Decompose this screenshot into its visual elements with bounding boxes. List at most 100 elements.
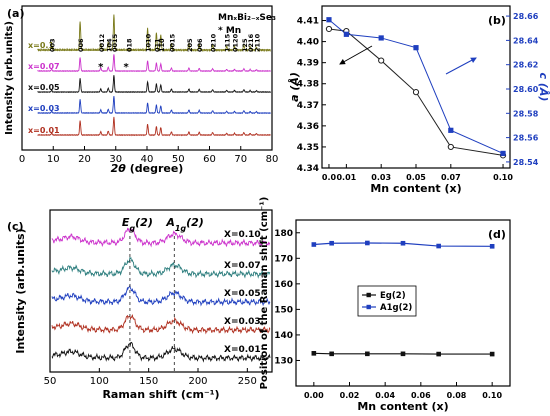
x-tick-label: 20	[78, 154, 91, 165]
x-tick-label: 50	[44, 376, 57, 387]
panel-label: (a)	[7, 7, 24, 20]
x-tick-label: 0.06	[411, 391, 431, 400]
panel-label: (c)	[7, 220, 24, 233]
y-right-tick-label: 28.66	[513, 12, 539, 21]
x-tick-label: 40	[141, 154, 154, 165]
axis-arrow-a	[339, 45, 373, 65]
legend-mn-note: * Mn	[218, 26, 241, 36]
x-tick-label: 0.08	[447, 391, 467, 400]
peak-index-label: 0210	[210, 33, 218, 52]
xrd-series-label: x=0.1	[28, 41, 54, 50]
series-a-point	[325, 25, 333, 33]
legend-entry: A1g(2)	[380, 303, 412, 313]
x-tick-label: 0	[19, 154, 25, 165]
panel-c: 50 100 150 200 250 Raman shift (cm⁻¹) Intensit…	[7, 209, 273, 401]
series-point-Eg(2)	[489, 351, 495, 357]
raman-series-label: X=0.01	[224, 345, 261, 355]
y-right-axis-label: c (Å)	[537, 73, 550, 102]
y-left-tick-label: 4.36	[297, 122, 319, 132]
raman-trace-X=0.10	[51, 226, 271, 248]
mn-marker: *	[123, 62, 129, 73]
panel-a: 0 10 20 30 40 50 60 70 80 (a) 2θ (degree) Intensity…	[4, 5, 278, 175]
y-tick-label: 130	[274, 356, 293, 366]
y-axis-label: Intensity (arb.units)	[14, 228, 27, 353]
series-line-A1g(2)	[313, 242, 493, 247]
y-tick-label: 170	[274, 254, 293, 264]
legend-formula: MnₓBi₂₋ₓSe₃	[218, 13, 276, 23]
panel-d: 130 140 150 160 170 180 0.00 0.02 0.04 0.06 0.08 0.…	[259, 197, 511, 413]
peak-index-label: 1115	[224, 33, 232, 52]
y-left-tick-label: 4.41	[297, 17, 319, 27]
peak-index-label: 1010	[145, 33, 153, 52]
x-tick-label: 70	[234, 154, 247, 165]
peak-index-label: 006	[196, 38, 204, 52]
peak-index-label: 006	[77, 38, 85, 52]
peak-index-label: 2110	[253, 33, 261, 52]
panel-label: (d)	[488, 228, 506, 241]
y-left-tick-label: 4.35	[297, 143, 319, 153]
series-c-point	[413, 45, 419, 51]
x-tick-label: 60	[203, 154, 216, 165]
series-a-point	[378, 57, 385, 64]
y-left-tick-label: 4.39	[297, 59, 319, 69]
legend-swatch-marker	[366, 304, 371, 310]
x-tick-label: 0.10	[482, 391, 502, 400]
peak-index-label: 0015	[168, 33, 176, 52]
y-left-tick-label: 4.34	[297, 164, 319, 174]
peak-index-label: 011	[153, 38, 161, 52]
x-tick-label: 0.01	[336, 173, 356, 182]
raman-trace-X=0.03	[51, 313, 271, 335]
series-point-A1g(2)	[489, 244, 495, 249]
peak-label-a1g: A1g(2)	[165, 216, 204, 233]
series-c-point	[326, 17, 332, 23]
series-c-point	[343, 31, 349, 37]
xrd-trace-x=0.07	[37, 54, 272, 73]
peak-index-label: 0216	[247, 33, 255, 52]
y-right-tick-label: 28.58	[513, 109, 539, 118]
x-tick-label: 30	[109, 154, 122, 165]
raman-series-label: X=0.10	[224, 230, 261, 240]
peak-index-label: 110	[158, 38, 166, 52]
x-tick-label: 0.00	[304, 391, 324, 400]
y-tick-label: 150	[274, 305, 293, 315]
raman-trace-X=0.01	[51, 341, 271, 363]
xrd-trace-x=0.1	[37, 14, 271, 53]
y-right-tick-label: 28.62	[513, 61, 538, 70]
xrd-series-label: x=0.03	[28, 104, 60, 113]
peak-index-label: 0120	[232, 33, 240, 52]
y-right-tick-label: 28.60	[513, 85, 539, 94]
xrd-trace-x=0.05	[37, 75, 272, 94]
raman-trace-X=0.05	[51, 283, 271, 307]
series-point-A1g(2)	[329, 240, 334, 246]
xrd-trace-x=0.03	[37, 95, 271, 115]
peak-label-eg: Eg(2)	[122, 216, 153, 233]
y-tick-label: 140	[274, 331, 293, 341]
y-axis-label: Position of the Raman shift (cm⁻¹)	[259, 197, 270, 390]
x-tick-label: 0.02	[340, 391, 360, 400]
x-tick-label: 0.07	[441, 173, 461, 182]
panel-b: 4.34 4.35 4.36 4.37 4.38 4.39 4.40 4.41 28.54 28.…	[288, 5, 550, 195]
y-tick-label: 160	[274, 280, 293, 290]
series-point-A1g(2)	[365, 240, 370, 246]
xrd-series-label: x=0.07	[28, 62, 60, 71]
x-axis-label: 2θ (degree)	[111, 162, 184, 175]
x-tick-label: 0.10	[493, 173, 513, 182]
x-tick-label: 150	[139, 376, 158, 387]
y-left-axis-label: a (Å)	[288, 72, 301, 102]
series-a-point	[447, 143, 454, 151]
y-tick-label: 180	[274, 229, 293, 239]
axis-arrow-c	[445, 57, 477, 75]
peak-index-label: 125	[241, 38, 249, 52]
raman-series-label: X=0.07	[224, 261, 261, 271]
xrd-series-label: x=0.01	[28, 126, 60, 135]
series-c-point	[448, 127, 454, 133]
x-tick-label: 50	[172, 154, 185, 165]
series-point-A1g(2)	[311, 242, 317, 247]
series-point-Eg(2)	[400, 351, 406, 357]
x-tick-label: 0.03	[371, 173, 391, 182]
panel-c-frame	[49, 209, 273, 373]
y-axis-label: Intensity (arb.units)	[4, 21, 15, 135]
legend-box	[357, 285, 417, 317]
